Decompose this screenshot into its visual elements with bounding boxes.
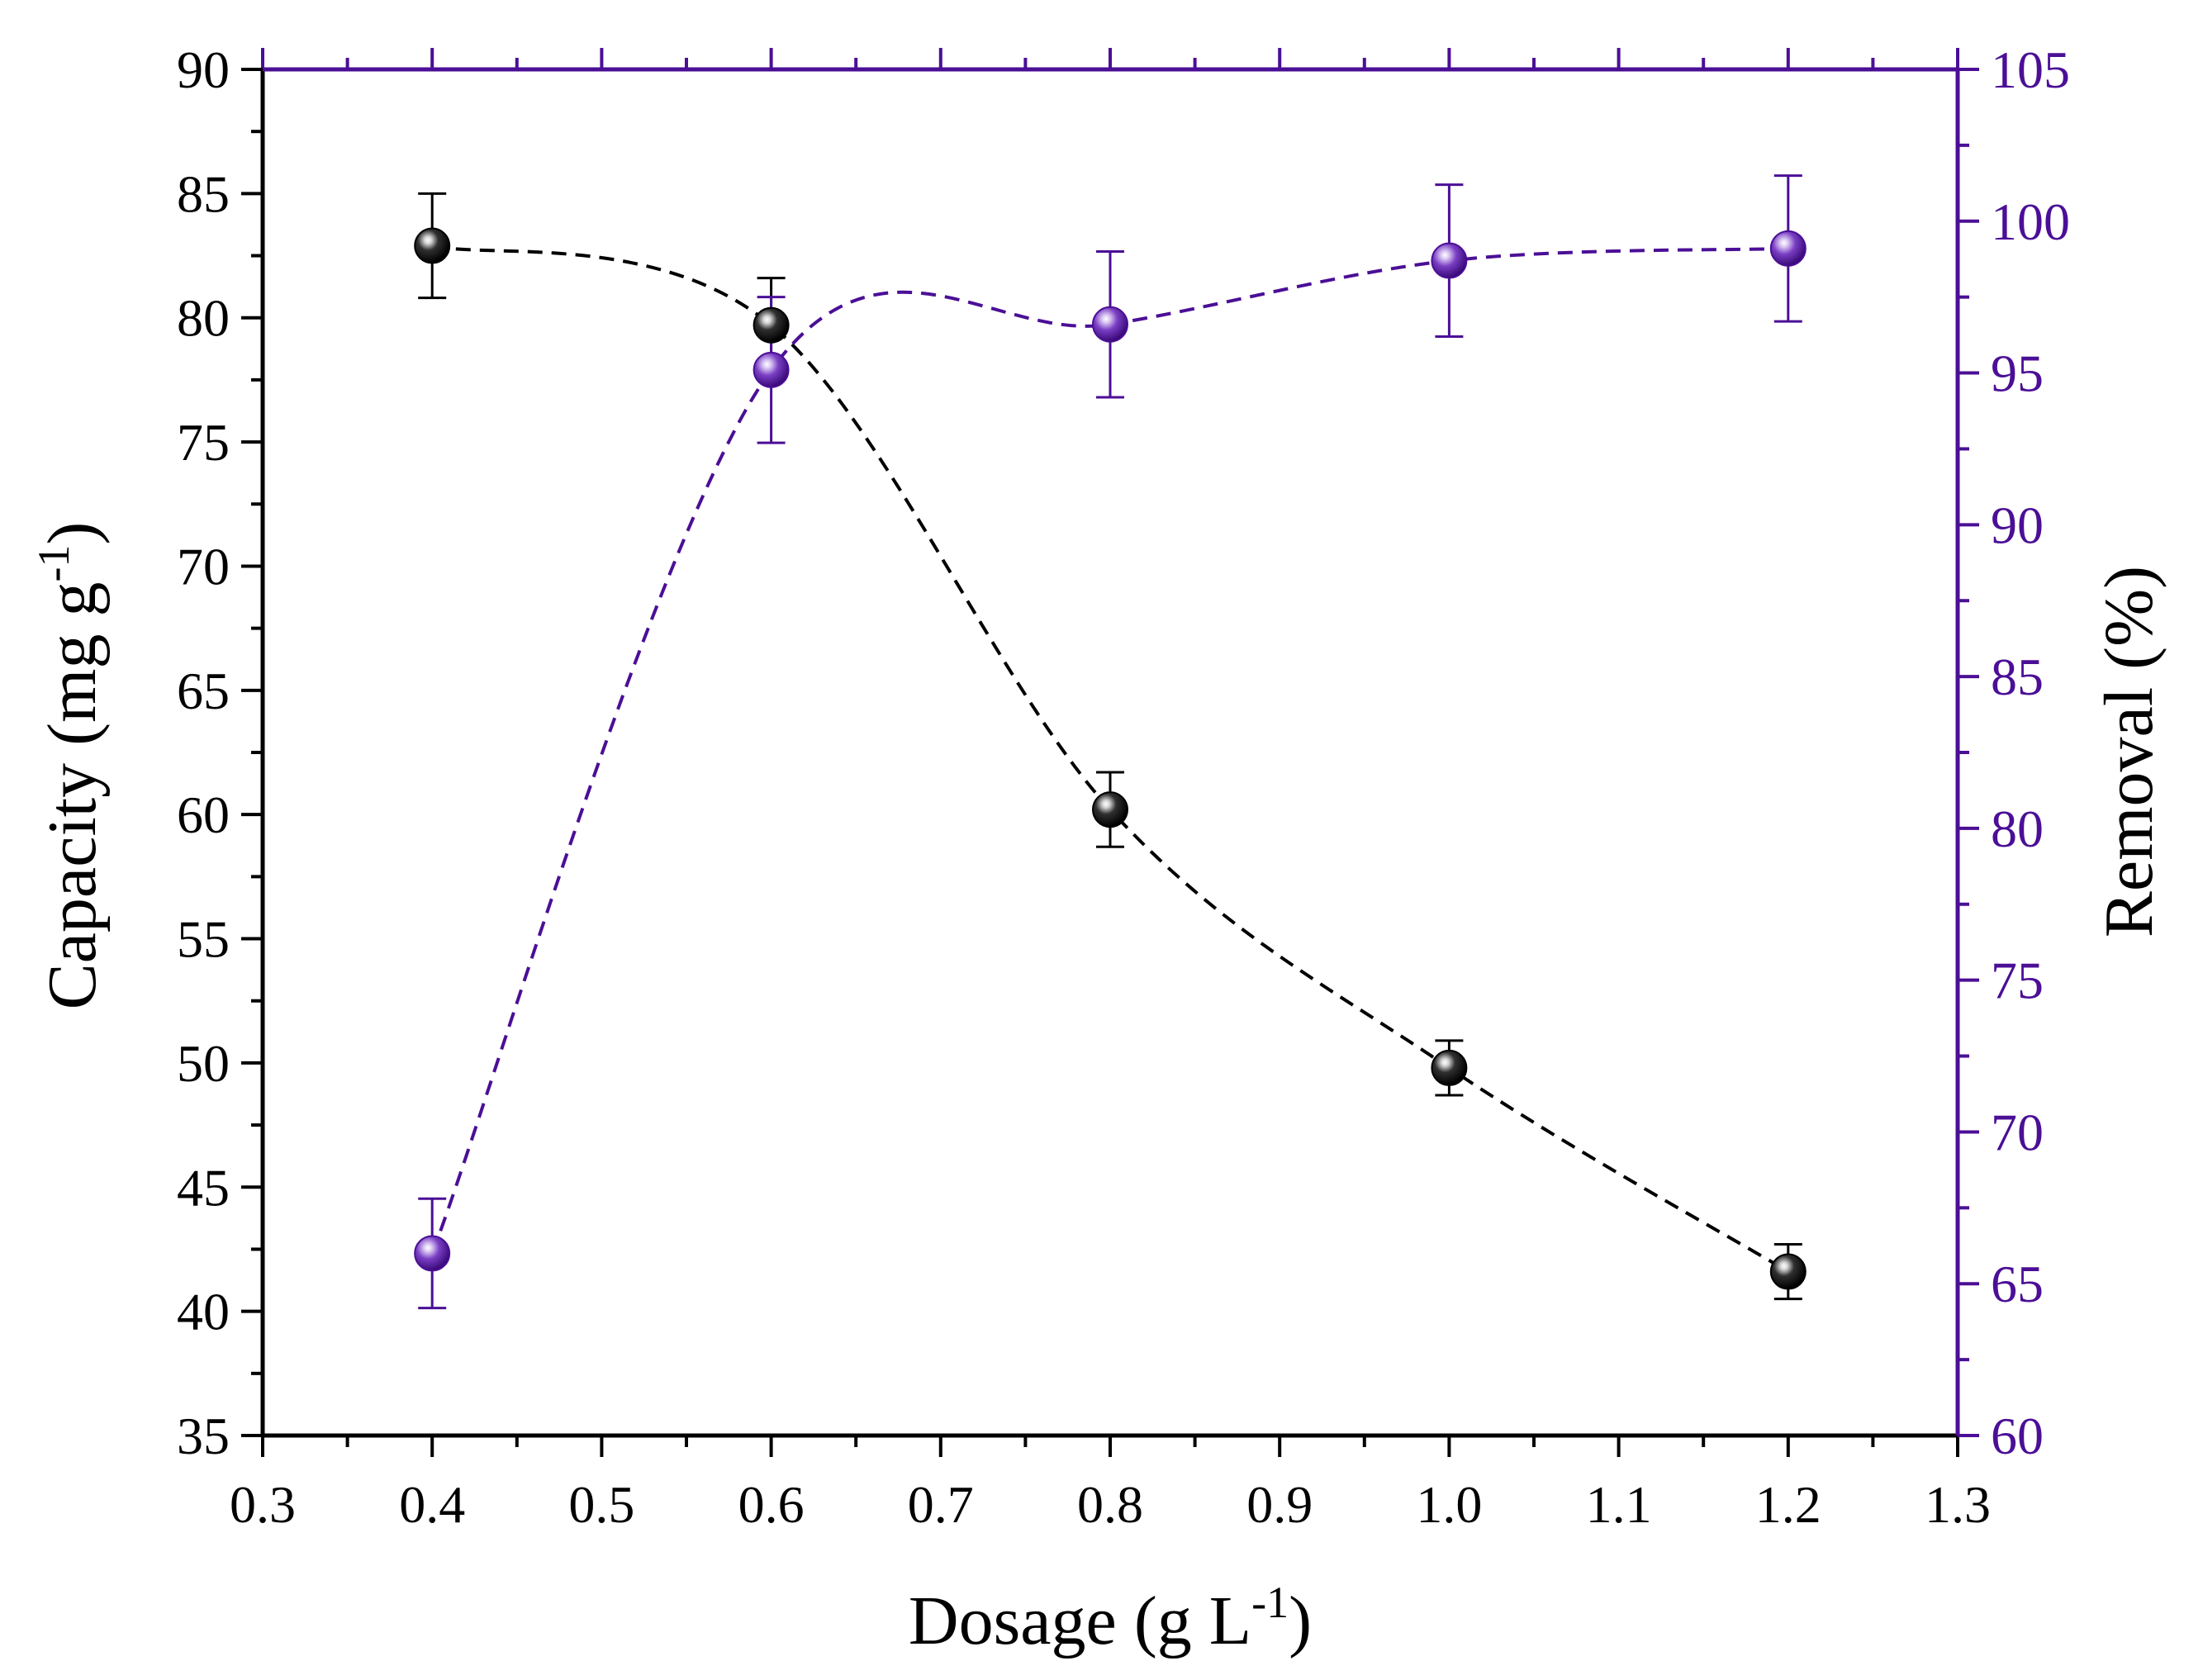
- left-tick-label: 65: [177, 662, 230, 720]
- right-tick-label: 105: [1991, 40, 2070, 99]
- removal-point: [1092, 306, 1128, 343]
- axes-layer: 0.3 0.4 0.5 0.6 0.7 0.8 0.9 1.0 1.1 1.2 1.3 35 40 45 5…: [177, 40, 2070, 1534]
- x-tick-label: 1.1: [1586, 1475, 1652, 1534]
- left-tick-label: 85: [177, 164, 230, 223]
- left-y-axis-label: Capacity (mg g-1): [29, 522, 111, 1010]
- capacity-point: [753, 306, 790, 344]
- removal-point: [1431, 242, 1468, 279]
- capacity-point: [414, 227, 451, 264]
- x-tick-label: 0.9: [1246, 1475, 1313, 1534]
- x-tick-label: 0.7: [908, 1475, 974, 1534]
- right-tick-label: 95: [1991, 344, 2044, 403]
- markers-layer: [414, 227, 1807, 1290]
- right-tick-label: 75: [1991, 952, 2044, 1010]
- right-tick-label: 100: [1991, 192, 2070, 251]
- x-tick-label: 0.3: [230, 1475, 296, 1534]
- removal-series-line: [430, 246, 1788, 1255]
- x-tick-label: 0.4: [399, 1475, 465, 1534]
- left-tick-label: 55: [177, 910, 230, 969]
- right-tick-label: 65: [1991, 1255, 2044, 1313]
- left-tick-label: 35: [177, 1407, 230, 1465]
- right-tick-label: 85: [1991, 648, 2044, 706]
- x-tick-label: 1.0: [1416, 1475, 1482, 1534]
- removal-point: [1769, 230, 1807, 267]
- x-tick-label: 1.3: [1925, 1475, 1991, 1534]
- x-tick-label: 0.5: [568, 1475, 634, 1534]
- right-tick-label: 60: [1991, 1407, 2044, 1465]
- right-tick-label: 80: [1991, 800, 2044, 858]
- capacity-point: [1769, 1253, 1807, 1290]
- right-tick-label: 70: [1991, 1103, 2044, 1161]
- x-tick-label: 1.2: [1755, 1475, 1821, 1534]
- left-tick-label: 40: [177, 1283, 230, 1341]
- x-tick-label: 0.8: [1077, 1475, 1143, 1534]
- left-tick-label: 45: [177, 1158, 230, 1217]
- removal-point: [753, 351, 790, 388]
- left-tick-label: 90: [177, 40, 230, 99]
- series-layer: [418, 174, 1802, 1310]
- right-y-axis-label: Removal (%): [2091, 566, 2167, 937]
- capacity-point: [1092, 791, 1128, 828]
- capacity-series-line: [431, 244, 1789, 1274]
- left-tick-label: 60: [177, 785, 230, 844]
- right-tick-label: 90: [1991, 496, 2044, 554]
- left-tick-label: 50: [177, 1034, 230, 1093]
- left-tick-label: 80: [177, 289, 230, 348]
- x-tick-label: 0.6: [738, 1475, 805, 1534]
- removal-point: [414, 1235, 451, 1272]
- left-tick-label: 70: [177, 537, 230, 596]
- left-tick-label: 75: [177, 413, 230, 472]
- x-axis-label: Dosage (g L-1): [909, 1578, 1312, 1659]
- capacity-point: [1431, 1049, 1468, 1086]
